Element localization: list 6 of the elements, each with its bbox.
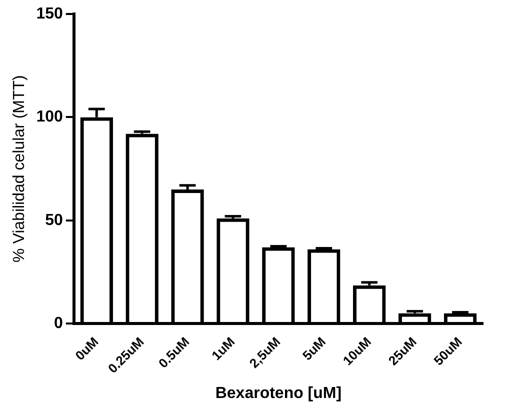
x-axis-title: Bexaroteno [uM]: [215, 384, 342, 402]
y-tick-label: 100: [36, 108, 63, 126]
y-tick-label: 50: [45, 212, 63, 229]
y-tick-label: 150: [36, 5, 63, 22]
y-axis-title: % Viabilidad celular (MTT): [11, 75, 28, 262]
y-tick-label: 0: [54, 315, 63, 332]
